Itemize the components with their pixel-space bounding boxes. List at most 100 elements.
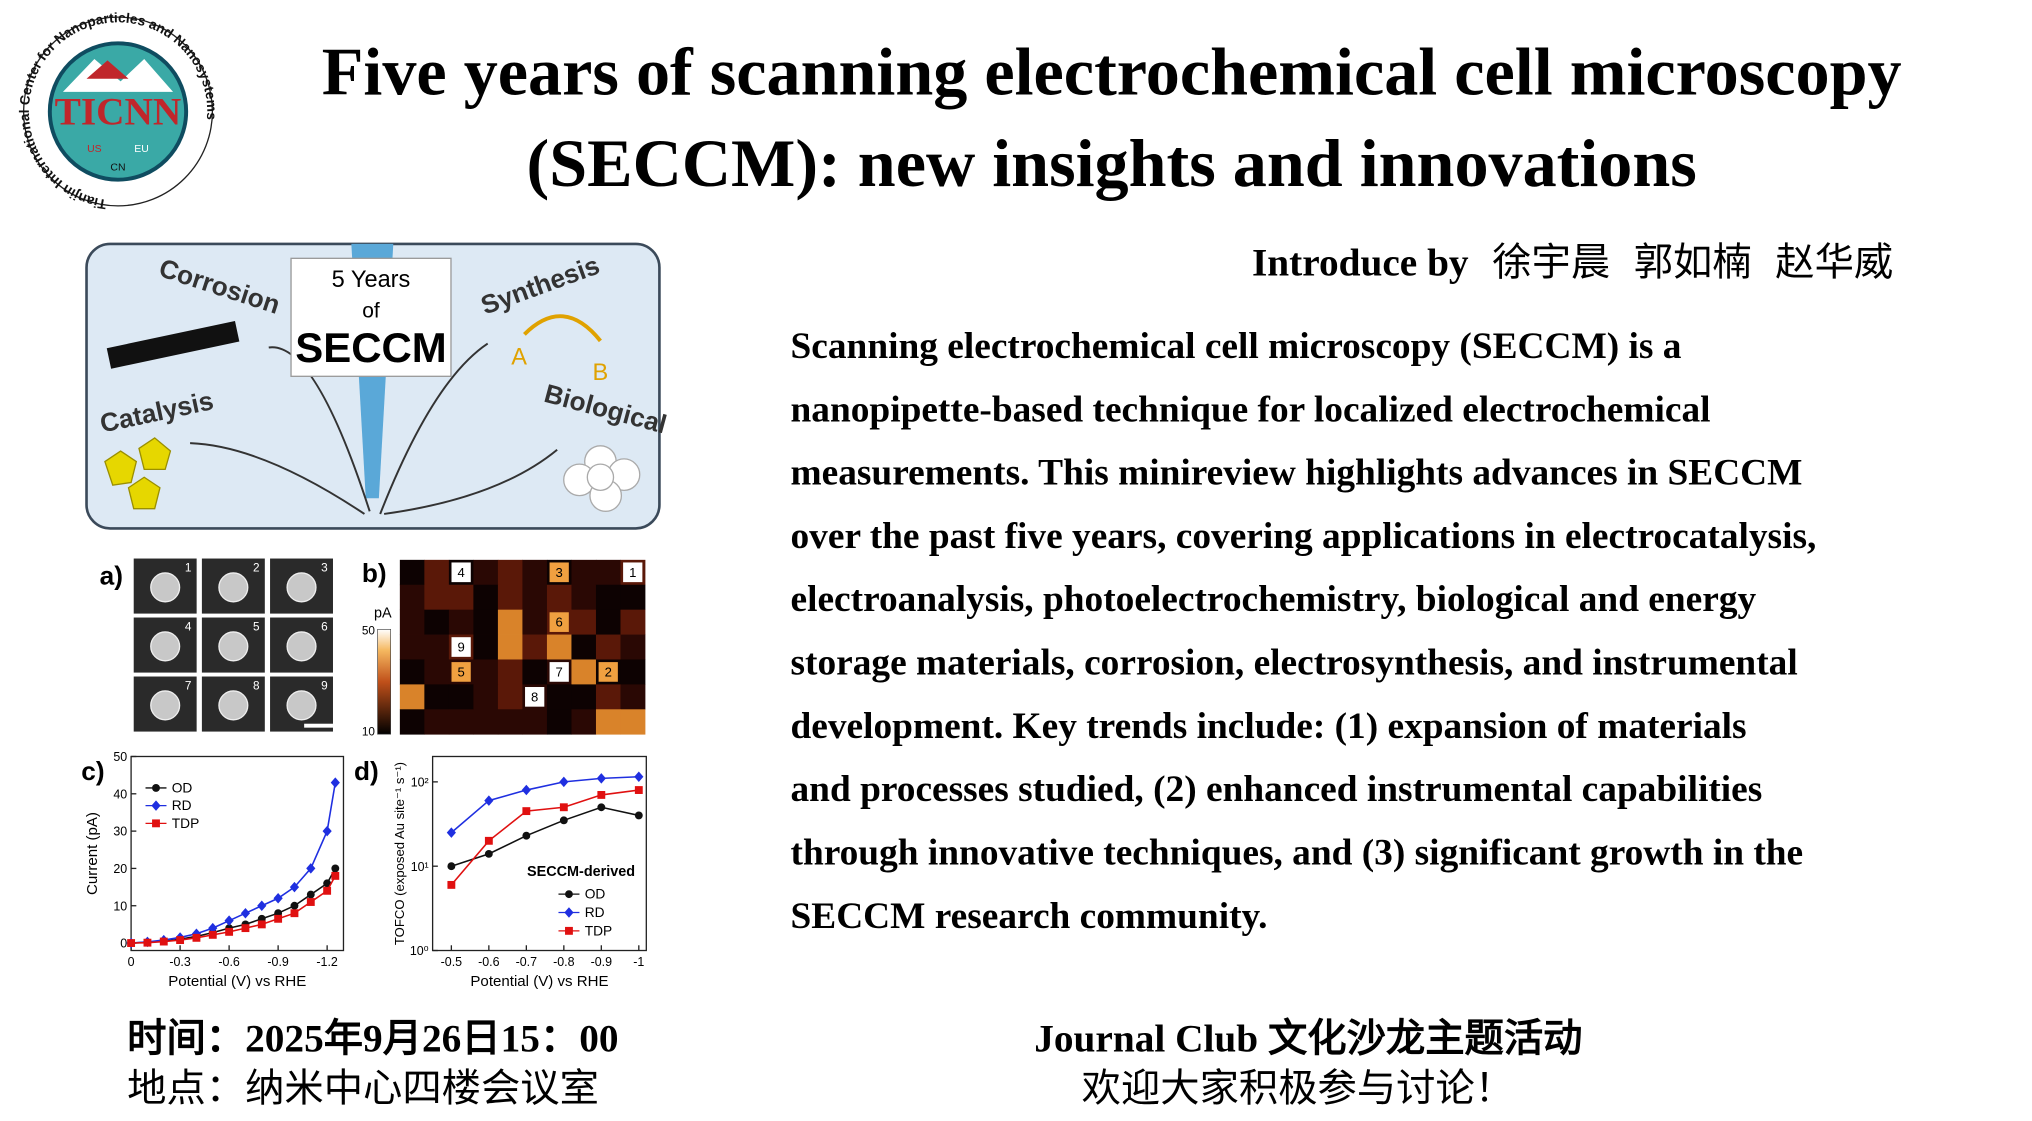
abstract-line: over the past five years, covering appli… bbox=[791, 516, 1817, 557]
micrograph-number: 4 bbox=[185, 621, 192, 634]
heat-cell bbox=[448, 609, 474, 635]
heat-spot bbox=[525, 687, 545, 707]
marker bbox=[522, 807, 531, 816]
presenter: 徐宇晨 bbox=[1492, 240, 1610, 284]
heat-spot bbox=[549, 662, 569, 682]
heat-cell bbox=[399, 659, 425, 685]
marker bbox=[127, 939, 136, 947]
logo-region: US bbox=[87, 144, 102, 155]
marker bbox=[331, 864, 340, 873]
x-tick-label: -0.9 bbox=[267, 955, 289, 969]
schematic-text: 5 Years bbox=[332, 266, 411, 292]
marker bbox=[208, 930, 217, 939]
heat-cell bbox=[620, 684, 646, 710]
heat-cell bbox=[497, 709, 523, 735]
heat-cell bbox=[571, 559, 597, 586]
presenter: 郭如楠 bbox=[1634, 240, 1752, 284]
legend-title: SECCM-derived bbox=[527, 864, 635, 880]
abstract-line: Scanning electrochemical cell microscopy… bbox=[791, 326, 1682, 367]
heat-cell bbox=[522, 659, 548, 685]
marker bbox=[306, 890, 315, 899]
x-axis-label: Potential (V) vs RHE bbox=[470, 973, 608, 990]
marker bbox=[224, 915, 234, 926]
heat-cell bbox=[448, 584, 474, 611]
micrograph-number: 6 bbox=[321, 621, 328, 634]
heat-cell bbox=[424, 609, 450, 635]
marker bbox=[290, 901, 299, 910]
micrograph-number: 2 bbox=[253, 562, 260, 575]
abstract-line: storage materials, corrosion, electrosyn… bbox=[791, 643, 1798, 684]
marker bbox=[522, 831, 531, 840]
y-tick-label: 50 bbox=[113, 750, 127, 764]
y-axis-label: TOFCO (exposed Au site⁻¹ s⁻¹) bbox=[392, 762, 407, 945]
schematic-text: B bbox=[593, 359, 609, 385]
marker bbox=[143, 938, 152, 947]
marker bbox=[331, 871, 340, 880]
heat-cell bbox=[497, 659, 523, 685]
heat-cell bbox=[424, 709, 450, 735]
invite: 欢迎大家积极参与讨论！ bbox=[1082, 1066, 1514, 1110]
heat-cell bbox=[497, 609, 523, 635]
y-tick-label: 10⁰ bbox=[410, 944, 429, 958]
marker bbox=[446, 827, 456, 838]
heat-cell bbox=[571, 659, 597, 685]
y-tick-label: 10² bbox=[411, 775, 429, 789]
colorbar-label: 50 bbox=[362, 625, 376, 638]
marker bbox=[152, 819, 160, 828]
heat-cell bbox=[571, 634, 597, 660]
schematic-text: of bbox=[362, 299, 380, 322]
particle bbox=[150, 572, 181, 603]
heat-cell bbox=[473, 709, 499, 735]
x-tick-label: -0.9 bbox=[591, 955, 613, 969]
heat-cell bbox=[473, 559, 499, 586]
heat-cell bbox=[595, 584, 621, 611]
heat-cell bbox=[497, 634, 523, 660]
panel-label: c) bbox=[81, 756, 104, 786]
title: (SECCM): new insights and innovations bbox=[527, 125, 1697, 201]
heat-cell bbox=[595, 684, 621, 710]
colorbar-label: 10 bbox=[362, 726, 376, 739]
marker bbox=[634, 786, 643, 794]
heat-cell bbox=[546, 634, 572, 660]
marker bbox=[323, 886, 332, 895]
presenter-label: Introduce by bbox=[1252, 240, 1469, 284]
heat-spot bbox=[549, 562, 569, 583]
heat-cell bbox=[522, 609, 548, 635]
marker bbox=[306, 863, 316, 874]
scale-bar bbox=[304, 723, 333, 728]
panel-label: b) bbox=[362, 558, 387, 588]
heat-spot bbox=[451, 662, 471, 682]
logo-letters: TICNN bbox=[55, 90, 182, 134]
marker bbox=[241, 924, 250, 933]
abstract-line: nanopipette-based technique for localize… bbox=[791, 389, 1711, 430]
marker bbox=[225, 927, 234, 936]
abstract-line: and processes studied, (2) enhanced inst… bbox=[791, 769, 1763, 810]
marker bbox=[240, 907, 251, 919]
heat-spot bbox=[623, 562, 643, 583]
heat-cell bbox=[448, 684, 474, 710]
particle bbox=[218, 631, 249, 662]
marker bbox=[634, 771, 644, 782]
legend-label: OD bbox=[172, 781, 193, 796]
heat-cell bbox=[546, 584, 572, 611]
marker bbox=[447, 880, 456, 889]
event: Journal Club 文化沙龙主题活动 bbox=[1034, 1016, 1582, 1060]
heat-number: 2 bbox=[605, 665, 612, 680]
heat-cell bbox=[620, 609, 646, 635]
y-tick-label: 20 bbox=[113, 862, 127, 876]
micrograph-number: 7 bbox=[185, 680, 192, 693]
heat-number: 9 bbox=[457, 640, 464, 655]
heat-cell bbox=[522, 709, 548, 735]
x-tick-label: -0.8 bbox=[553, 955, 575, 969]
marker bbox=[634, 811, 643, 820]
logo-region: CN bbox=[110, 162, 125, 173]
x-tick-label: -0.5 bbox=[441, 955, 463, 969]
panel-b: pA 50 10 4 3 1 6 9 5 7 2 8 bbox=[362, 559, 646, 739]
heat-cell bbox=[473, 609, 499, 635]
heat-cell bbox=[497, 684, 523, 710]
heat-cell bbox=[473, 634, 499, 660]
marker bbox=[176, 936, 185, 944]
x-tick-label: -0.7 bbox=[516, 955, 538, 969]
marker bbox=[597, 803, 606, 812]
heat-number: 1 bbox=[629, 565, 636, 580]
